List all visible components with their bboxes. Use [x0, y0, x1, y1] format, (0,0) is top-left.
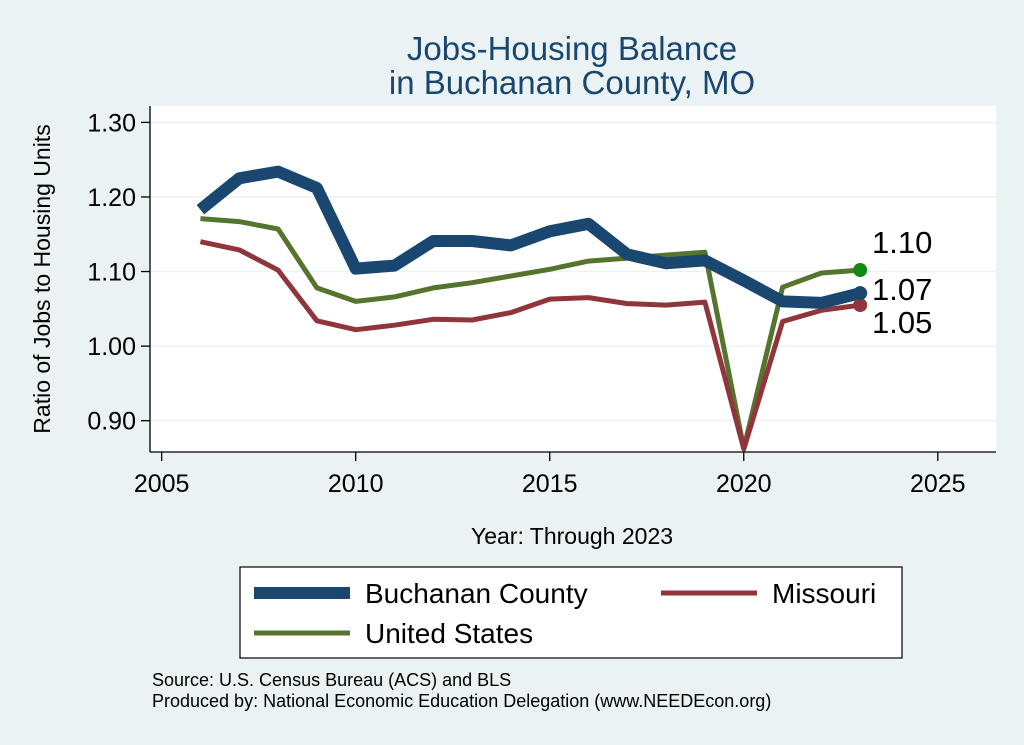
y-tick-label: 1.10 [87, 259, 136, 287]
x-tick-label: 2015 [522, 470, 578, 498]
x-axis: 2005 2010 2015 2020 2025 [134, 451, 996, 498]
series-lines [196, 165, 862, 452]
x-tick-label: 2005 [134, 470, 190, 498]
legend-items: Buchanan County Missouri United States [254, 578, 876, 649]
end-marker-buchanan-county [853, 286, 868, 301]
legend [239, 566, 903, 659]
end-label-buchanan-county: 1.07 [872, 272, 932, 307]
y-axis-label: Ratio of Jobs to Housing Units [29, 124, 55, 433]
end-marker-missouri [853, 298, 868, 313]
source-note-line-1: Source: U.S. Census Bureau (ACS) and BLS [152, 670, 511, 690]
source-notes: Source: U.S. Census Bureau (ACS) and BLS… [152, 670, 771, 711]
x-tick-label: 2010 [328, 470, 384, 498]
end-label-united-states: 1.10 [872, 225, 932, 260]
chart-title-line-1: Jobs-Housing Balance [407, 30, 737, 67]
x-tick-label: 2020 [716, 470, 772, 498]
x-axis-label: Year: Through 2023 [471, 523, 673, 549]
y-tick-label: 1.00 [87, 333, 136, 361]
y-tick-label: 1.20 [87, 184, 136, 212]
legend-label-buchanan-county: Buchanan County [365, 578, 588, 609]
series-line-buchanan-county [196, 165, 862, 309]
y-axis: 0.90 1.00 1.10 1.20 1.30 [87, 106, 151, 452]
chart-title-line-2: in Buchanan County, MO [389, 64, 755, 101]
plot-area [150, 106, 996, 452]
legend-label-united-states: United States [365, 618, 533, 649]
source-note-line-2: Produced by: National Economic Education… [152, 691, 771, 711]
y-tick-label: 0.90 [87, 408, 136, 436]
series-line-missouri [199, 239, 861, 452]
y-tick-label: 1.30 [87, 109, 136, 137]
x-tick-label: 2025 [910, 470, 966, 498]
end-label-missouri: 1.05 [872, 305, 932, 340]
end-value-labels: 1.071.05 1.10 [853, 225, 932, 340]
gridlines [150, 121, 996, 422]
legend-label-missouri: Missouri [772, 578, 876, 609]
end-marker-united-states [853, 263, 868, 278]
